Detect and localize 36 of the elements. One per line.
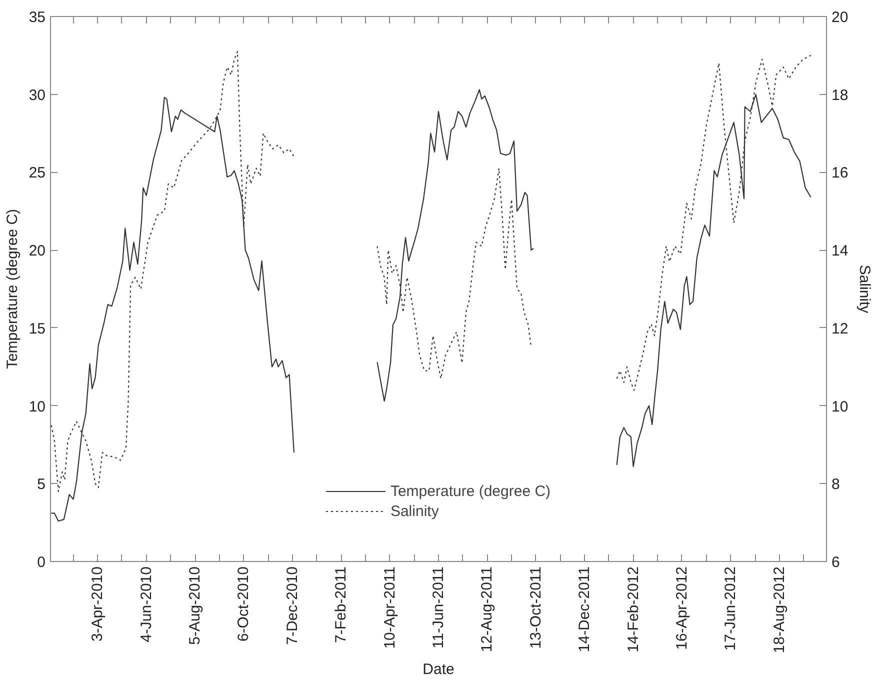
x-tick-label: 5-Aug-2010 (186, 566, 204, 645)
y-tick-label: 25 (28, 164, 46, 182)
x-tick-label: 18-Aug-2012 (770, 566, 788, 654)
legend-label: Temperature (degree C) (390, 482, 551, 500)
y2-tick-label: 8 (832, 476, 840, 494)
y2-tick-label: 10 (832, 398, 848, 416)
y-tick-label: 0 (37, 554, 46, 571)
y2-tick-label: 14 (832, 242, 848, 260)
y2-tick-label: 12 (832, 320, 848, 338)
x-tick-label: 16-Apr-2012 (673, 566, 690, 650)
x-tick-label: 14-Feb-2012 (624, 566, 642, 652)
x-tick-label: 4-Jun-2010 (138, 566, 155, 642)
x-axis-title: Date (422, 661, 454, 678)
x-tick-label: 12-Aug-2011 (478, 566, 496, 652)
x-tick-label: 14-Dec-2011 (576, 566, 594, 652)
y-tick-label: 30 (28, 86, 46, 104)
x-tick-label: 7-Feb-2011 (332, 566, 350, 643)
x-tick-label: 10-Apr-2011 (381, 566, 398, 649)
y2-tick-label: 6 (832, 554, 840, 571)
y-axis-title: Temperature (degree C) (4, 208, 21, 370)
y-tick-label: 10 (28, 398, 46, 416)
x-tick-label: 3-Apr-2010 (89, 566, 106, 642)
y-tick-label: 15 (28, 320, 46, 338)
x-tick-label: 13-Oct-2011 (527, 566, 544, 649)
x-tick-label: 6-Oct-2010 (235, 566, 252, 642)
y-tick-label: 20 (28, 242, 46, 260)
y-tick-label: 5 (37, 476, 46, 494)
y-tick-label: 35 (28, 9, 46, 26)
legend-label: Salinity (390, 502, 439, 520)
x-tick-label: 7-Dec-2010 (284, 566, 301, 645)
y2-axis-title: Salinity (856, 264, 874, 314)
y2-tick-label: 16 (832, 164, 848, 182)
y2-tick-label: 20 (832, 9, 848, 26)
x-tick-label: 17-Jun-2012 (722, 566, 740, 651)
x-tick-label: 11-Jun-2011 (430, 566, 447, 648)
y2-tick-label: 18 (832, 86, 848, 104)
